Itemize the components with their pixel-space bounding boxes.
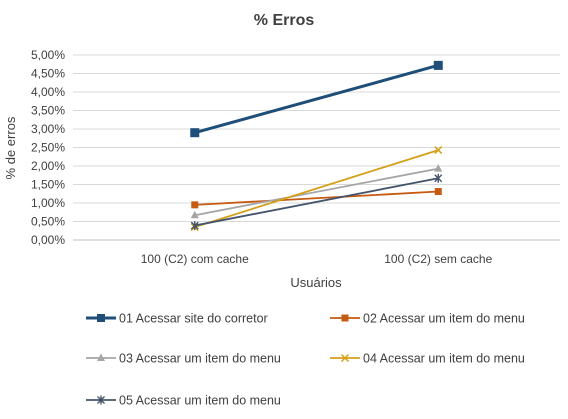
- data-point: [190, 128, 200, 138]
- legend-label: 03 Acessar um item do menu: [119, 352, 281, 366]
- data-point: [434, 188, 442, 196]
- series-3: [190, 164, 443, 219]
- data-point: [433, 60, 443, 70]
- data-point: [97, 353, 105, 361]
- series-line: [194, 149, 439, 228]
- series-4: [190, 146, 443, 232]
- series-line: [194, 167, 439, 217]
- series-line: [194, 63, 439, 135]
- data-point: [97, 395, 105, 405]
- y-axis-title: % de erros: [3, 116, 18, 179]
- y-tick-label: 4,50%: [31, 67, 65, 81]
- series-line: [194, 190, 439, 206]
- data-point: [190, 221, 199, 231]
- legend-label: 02 Acessar um item do menu: [363, 312, 525, 326]
- legend-label: 04 Acessar um item do menu: [363, 352, 525, 366]
- data-point: [434, 173, 443, 183]
- y-tick-label: 1,00%: [31, 196, 65, 210]
- legend-label: 01 Acessar site do corretor: [119, 312, 268, 326]
- data-point: [97, 314, 105, 322]
- x-axis-title: Usuários: [290, 275, 342, 290]
- series-2: [191, 188, 442, 209]
- legend-entry-5: 05 Acessar um item do menu: [86, 394, 281, 408]
- x-tick-label: 100 (C2) sem cache: [384, 252, 492, 266]
- data-point: [341, 314, 349, 322]
- series-1: [190, 60, 443, 138]
- data-point: [191, 201, 199, 209]
- x-tick-label: 100 (C2) com cache: [141, 252, 249, 266]
- y-tick-label: 1,50%: [31, 178, 65, 192]
- y-tick-label: 2,50%: [31, 141, 65, 155]
- series-line: [194, 177, 439, 227]
- y-tick-label: 3,00%: [31, 122, 65, 136]
- legend-entry-3: 03 Acessar um item do menu: [86, 352, 281, 366]
- y-tick-label: 5,00%: [31, 48, 65, 62]
- legend-entry-4: 04 Acessar um item do menu: [330, 352, 525, 366]
- series-5: [190, 173, 443, 231]
- y-tick-label: 0,00%: [31, 233, 65, 247]
- y-tick-label: 0,50%: [31, 215, 65, 229]
- legend-label: 05 Acessar um item do menu: [119, 394, 281, 408]
- y-tick-label: 3,50%: [31, 104, 65, 118]
- legend-entry-2: 02 Acessar um item do menu: [330, 312, 525, 326]
- data-point: [434, 164, 443, 172]
- chart-title: % Erros: [254, 12, 315, 29]
- y-tick-label: 2,00%: [31, 159, 65, 173]
- legend-entry-1: 01 Acessar site do corretor: [86, 312, 268, 326]
- data-point: [434, 146, 443, 155]
- data-point: [190, 210, 199, 219]
- y-tick-label: 4,00%: [31, 85, 65, 99]
- data-point: [340, 353, 350, 363]
